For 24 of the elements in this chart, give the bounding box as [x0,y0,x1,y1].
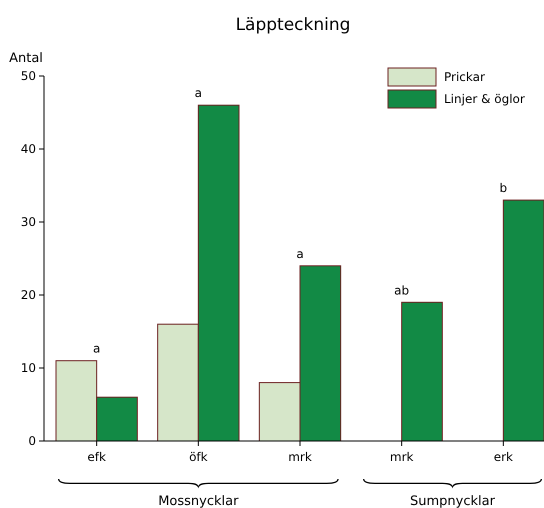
annotation: a [194,86,202,100]
y-tick-label: 50 [20,69,36,84]
y-axis-title: Antal [9,51,43,66]
legend-label: Prickar [444,70,485,84]
x-tick-label: mrk [390,450,414,464]
x-tick-label: efk [87,450,106,464]
x-tick-label: erk [494,450,514,464]
bar [502,200,544,442]
y-tick-label: 30 [20,215,36,230]
annotation: ab [394,283,410,298]
y-tick-label: 0 [28,434,36,448]
y-tick-label: 40 [20,142,36,156]
y-tick-label: 20 [20,288,36,302]
y-tick-label: 10 [20,361,36,376]
chart-title: Läppteckning [236,15,350,35]
text: Mossnycklar [158,494,240,508]
legend-label: Linjer & öglor [444,92,525,106]
annotation: b [500,181,508,196]
annotation: a [92,342,100,356]
bar [401,302,443,442]
x-tick-label: mrk [288,450,312,464]
annotation: a [296,246,304,261]
text: Sumpnycklar [410,494,496,508]
x-tick-label: öfk [189,450,208,464]
